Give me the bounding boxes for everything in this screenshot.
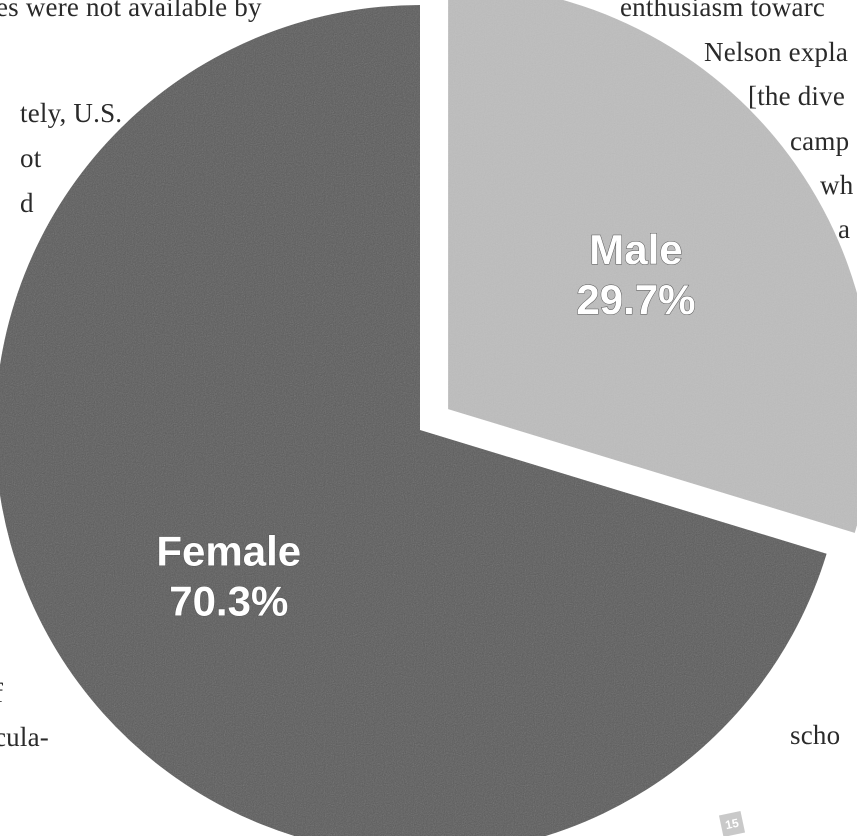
slice-label-male: Male	[589, 226, 682, 273]
article-text-line: a	[838, 214, 851, 244]
pie-slice-female	[0, 5, 827, 836]
slice-value-male: 29.7%	[576, 276, 695, 323]
article-text-line: d	[20, 188, 34, 218]
article-text-line: [the dive	[748, 81, 846, 111]
article-text-line: f	[0, 680, 3, 707]
article-text-line: enthusiasm towarc	[620, 0, 826, 22]
slice-label-female: Female	[156, 528, 301, 575]
article-text-line: camp	[790, 126, 850, 156]
pie-slice-male	[448, 0, 857, 533]
page-number-badge: 15	[718, 810, 746, 836]
article-text-line: cula-	[0, 722, 49, 752]
article-text-line: tely, U.S.	[20, 98, 123, 128]
article-text-line: ot	[20, 143, 42, 173]
article-text-line: Nelson expla	[704, 37, 849, 67]
article-text-line: scho	[790, 720, 841, 750]
slice-value-female: 70.3%	[169, 578, 288, 625]
article-text-line: es were not available by	[0, 0, 262, 22]
article-text-line: wh	[820, 170, 854, 200]
